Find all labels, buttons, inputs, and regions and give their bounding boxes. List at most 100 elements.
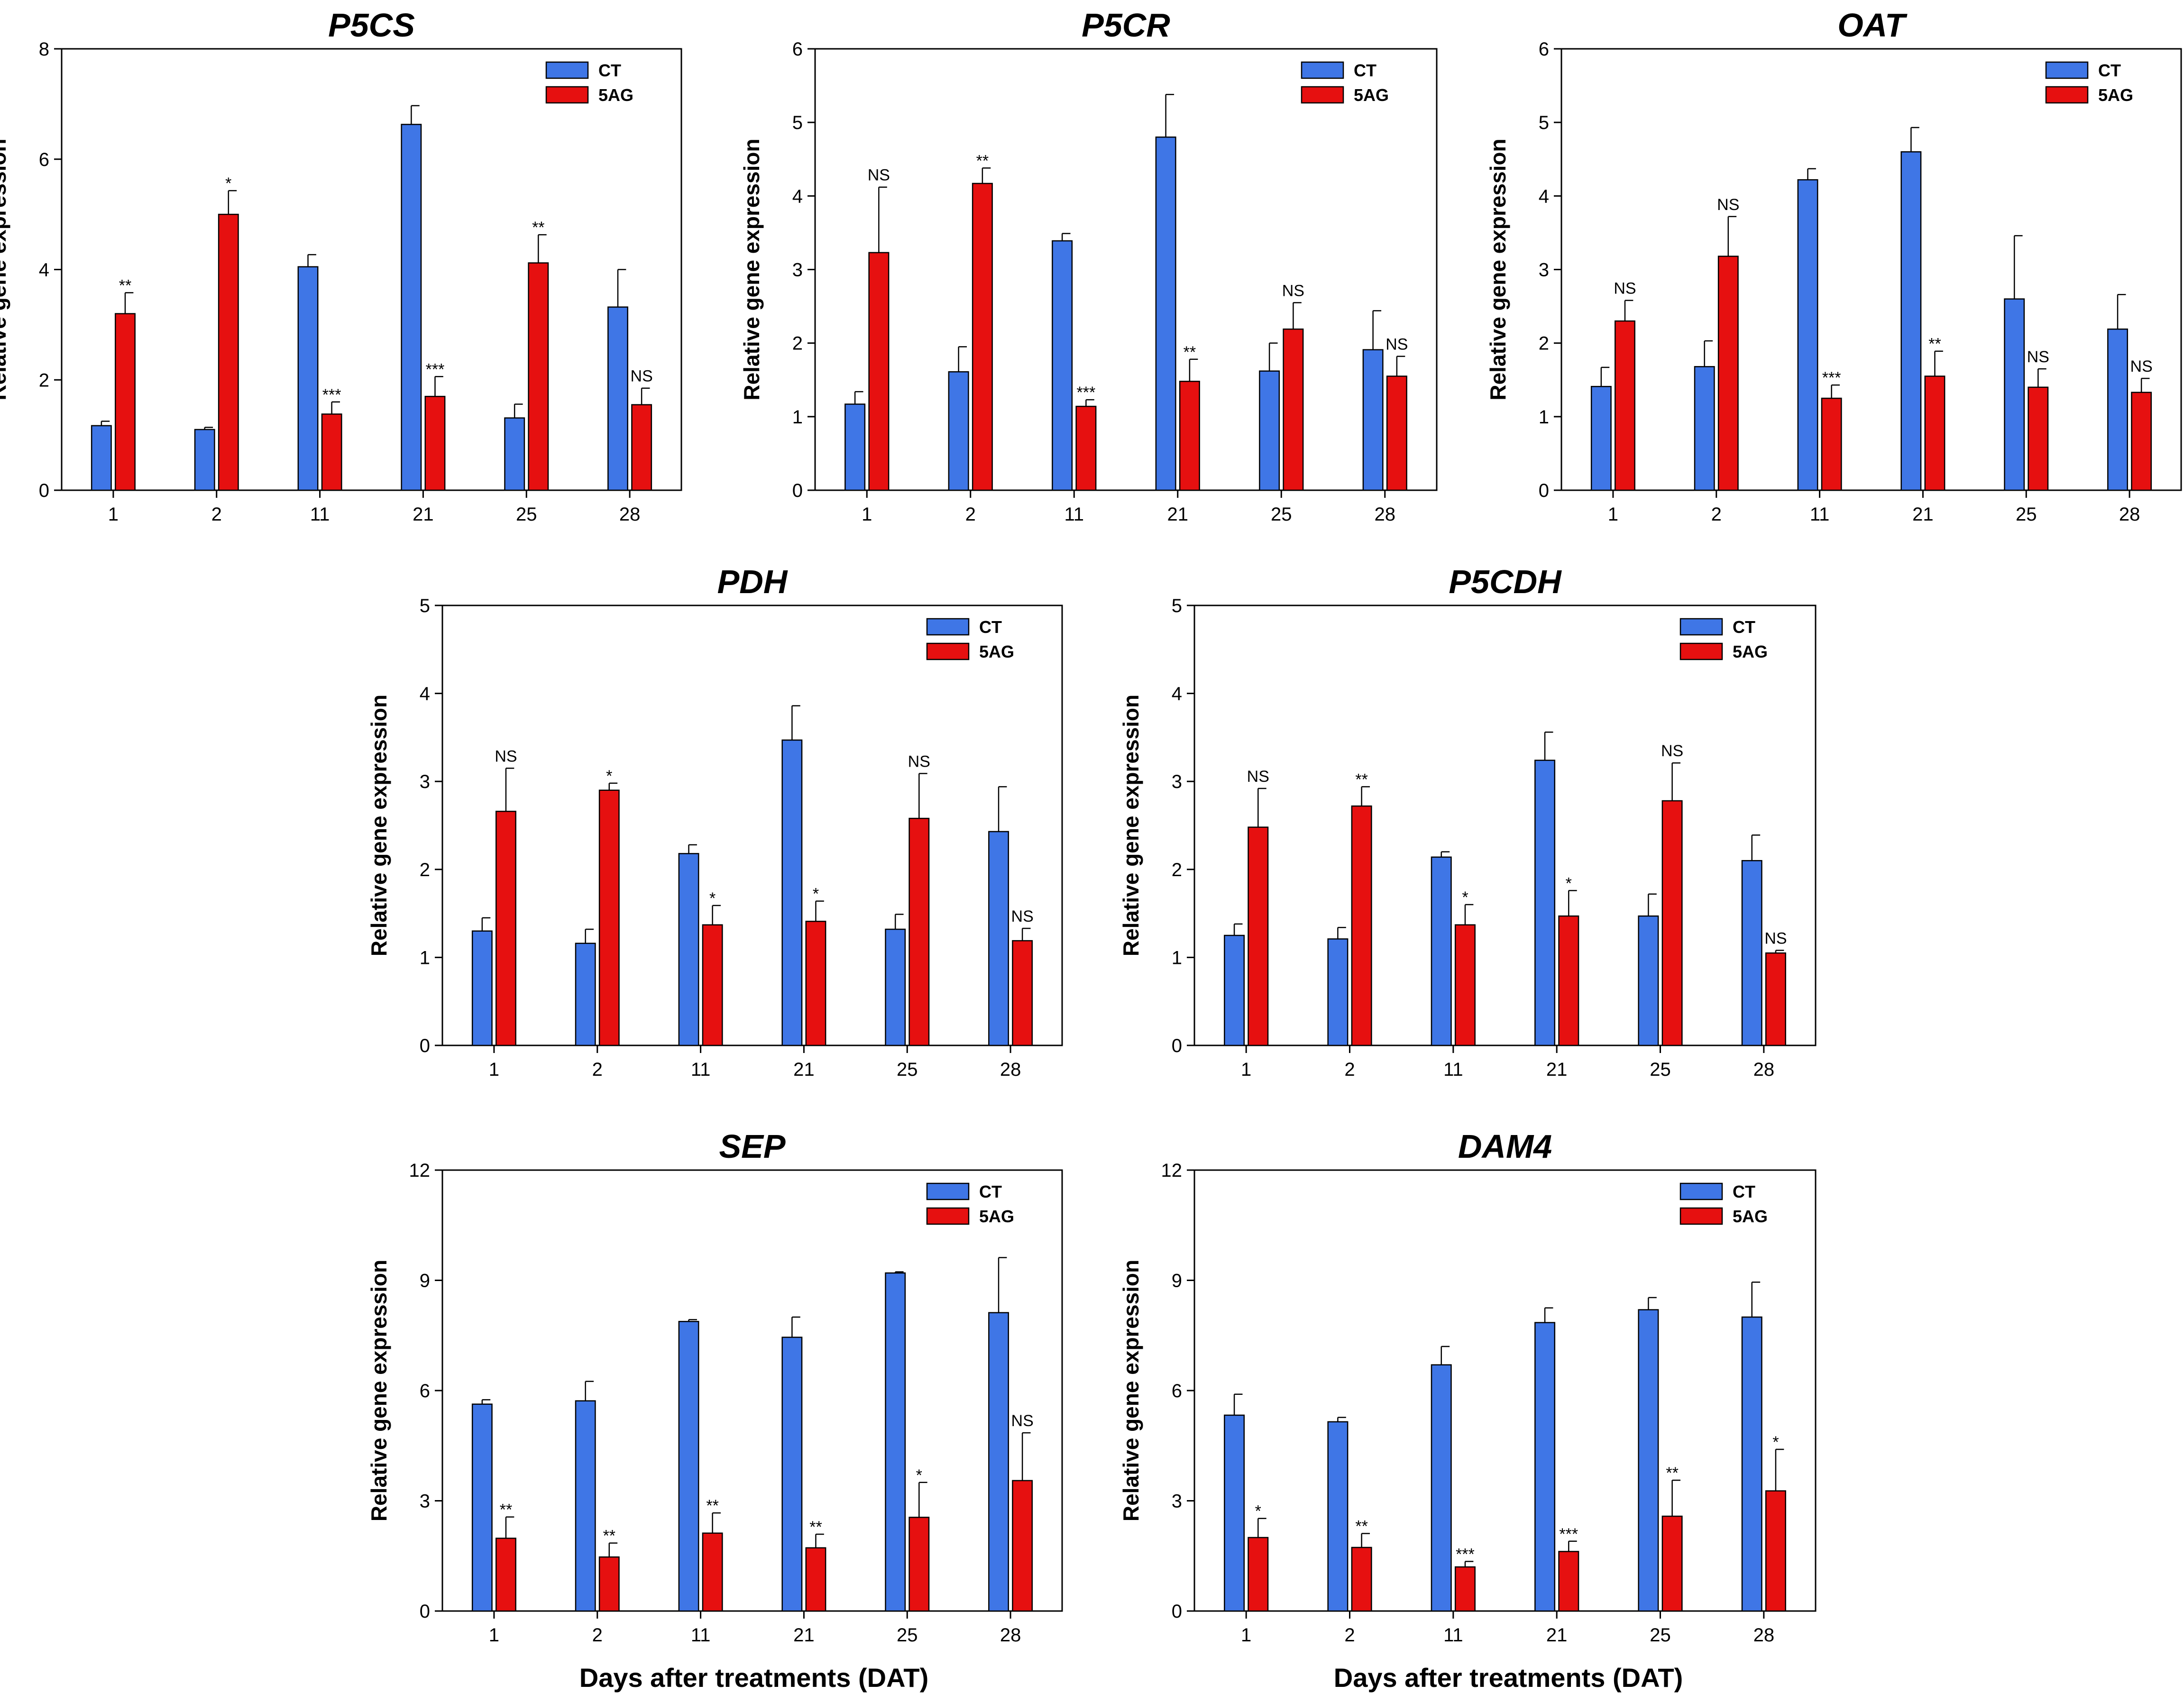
bar-ct: [1224, 934, 1245, 1046]
bar-5ag: [1386, 375, 1407, 491]
y-tick-label: 4: [792, 186, 803, 207]
chart-title: DAM4: [1458, 1128, 1552, 1165]
x-tick-label: 11: [1810, 504, 1830, 525]
x-tick-label: 1: [489, 1625, 499, 1646]
significance-label: ***: [1077, 384, 1096, 402]
significance-label: NS: [1011, 1412, 1034, 1430]
x-tick-label: 2: [1344, 1625, 1355, 1646]
bar-5ag: [1615, 320, 1635, 491]
legend-swatch-ct: [1679, 618, 1723, 636]
chart-title: P5CDH: [1449, 563, 1562, 600]
bar-5ag: [2131, 392, 2152, 491]
x-tick-label: 11: [691, 1625, 711, 1646]
significance-label: *: [1566, 874, 1572, 892]
y-tick-label: 9: [420, 1271, 430, 1291]
bar-5ag: [972, 183, 993, 491]
bar-ct: [1638, 1309, 1659, 1612]
x-tick-label: 2: [211, 504, 222, 525]
significance-label: ***: [322, 386, 341, 404]
significance-label: **: [1355, 1517, 1367, 1535]
bar-5ag: [1661, 800, 1683, 1046]
y-tick-label: 4: [1539, 186, 1549, 207]
bar-ct: [1638, 915, 1659, 1046]
y-axis-label: Relative gene expression: [367, 695, 391, 956]
x-tick-label: 28: [619, 504, 641, 525]
y-tick-label: 1: [792, 407, 803, 428]
bar-ct: [194, 429, 215, 491]
significance-label: *: [709, 889, 716, 907]
bar-5ag: [1075, 405, 1097, 491]
bar-ct: [844, 403, 866, 491]
y-tick-label: 1: [1539, 407, 1549, 428]
x-tick-label: 21: [413, 504, 434, 525]
x-tick-label: 21: [793, 1059, 815, 1080]
bar-ct: [1052, 240, 1073, 491]
significance-label: **: [532, 219, 544, 237]
x-tick-label: 2: [1344, 1059, 1355, 1080]
bar-ct: [471, 930, 493, 1046]
chart-panel-p5cr: P5CR Relative gene expression 0 1 2 3 4 5 6 1 NS 2 *…: [739, 7, 1438, 525]
x-tick-label: 2: [592, 1059, 603, 1080]
y-tick-label: 6: [792, 39, 803, 60]
bar-ct: [948, 371, 969, 491]
legend-swatch-5ag: [926, 642, 970, 660]
x-tick-label: 28: [1753, 1059, 1775, 1080]
y-tick-label: 3: [1172, 771, 1182, 792]
plot-frame: [1193, 604, 1817, 1046]
y-axis-label: Relative gene expression: [1119, 1260, 1143, 1521]
bar-5ag: [1179, 381, 1200, 491]
x-tick-label: 2: [965, 504, 976, 525]
legend-swatch-5ag: [2045, 86, 2089, 104]
y-tick-label: 5: [1172, 595, 1182, 616]
bar-ct: [781, 739, 803, 1046]
significance-label: *: [225, 174, 231, 192]
significance-label: NS: [495, 747, 517, 765]
bar-ct: [1224, 1414, 1245, 1612]
bar-5ag: [321, 413, 342, 491]
bar-5ag: [1558, 1551, 1579, 1612]
significance-label: *: [1462, 888, 1468, 906]
y-tick-label: 0: [39, 480, 49, 501]
significance-label: ***: [426, 360, 445, 378]
chart-title: OAT: [1837, 7, 1908, 44]
x-tick-label: 28: [1000, 1625, 1021, 1646]
x-tick-label: 21: [1546, 1625, 1568, 1646]
chart-title: SEP: [719, 1128, 785, 1165]
legend-swatch-ct: [926, 618, 970, 636]
bar-5ag: [496, 1538, 516, 1612]
significance-label: **: [603, 1527, 615, 1545]
significance-label: *: [606, 767, 612, 785]
bar-5ag: [868, 252, 890, 491]
significance-label: ***: [1559, 1525, 1578, 1543]
bar-ct: [91, 425, 112, 491]
bar-5ag: [115, 313, 136, 491]
bar-ct: [1327, 938, 1349, 1046]
y-tick-label: 8: [39, 39, 49, 60]
bar-ct: [607, 306, 628, 491]
significance-label: NS: [1386, 336, 1408, 354]
bar-5ag: [908, 817, 930, 1046]
x-tick-label: 25: [897, 1059, 918, 1080]
bar-5ag: [702, 924, 723, 1046]
legend-label-ct: CT: [979, 617, 1002, 637]
bar-ct: [401, 124, 422, 491]
y-tick-label: 6: [1539, 39, 1549, 60]
chart-title: P5CS: [328, 7, 415, 44]
legend-label-ct: CT: [598, 61, 621, 80]
bar-ct: [1741, 1316, 1762, 1612]
chart-title: P5CR: [1082, 7, 1170, 44]
bar-ct: [575, 943, 596, 1046]
significance-label: NS: [1717, 196, 1739, 214]
bar-ct: [471, 1403, 493, 1612]
x-tick-label: 1: [1241, 1059, 1251, 1080]
legend-swatch-ct: [545, 61, 589, 79]
y-tick-label: 1: [420, 947, 430, 968]
plot-frame: [61, 48, 682, 491]
y-axis-label: Relative gene expression: [739, 138, 764, 400]
y-tick-label: 12: [1161, 1160, 1183, 1181]
bar-ct: [1362, 349, 1384, 491]
legend-swatch-5ag: [545, 86, 589, 104]
